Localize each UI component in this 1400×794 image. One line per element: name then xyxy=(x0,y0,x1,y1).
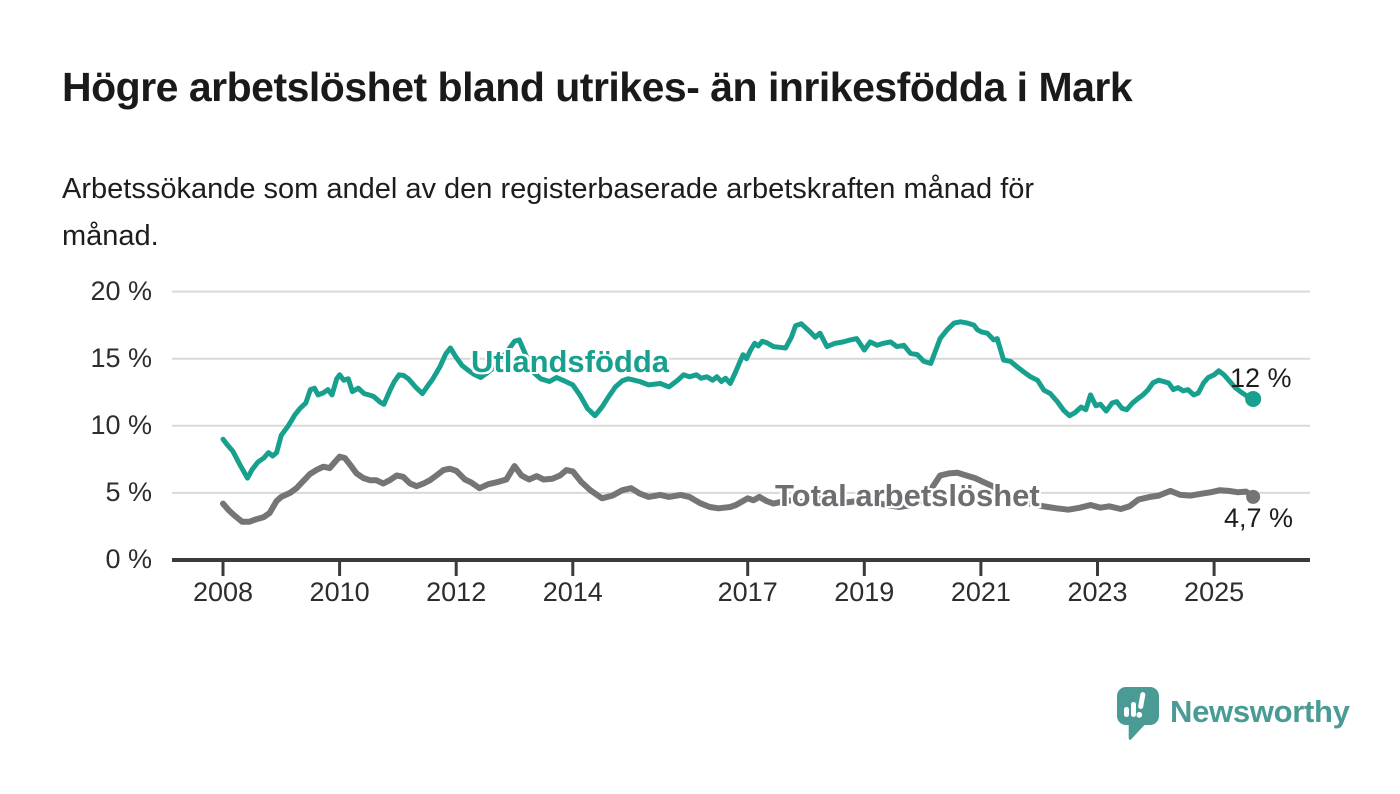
page-title: Högre arbetslöshet bland utrikes- än inr… xyxy=(62,64,1133,110)
x-tick-label-2019: 2019 xyxy=(834,577,895,607)
x-tick-label-2012: 2012 xyxy=(426,577,487,607)
series-end-dot-1 xyxy=(1246,489,1261,504)
page-subtitle-line-2: månad. xyxy=(62,220,159,252)
newsworthy-logo-icon xyxy=(1117,687,1159,740)
newsworthy-logo: Newsworthy xyxy=(1116,686,1350,742)
y-tick-label-15: 15 % xyxy=(90,342,152,373)
page-subtitle: Arbetssökande som andel av den registerb… xyxy=(62,166,1034,260)
end-value-label-utlandsfodda: 12 % xyxy=(1230,363,1292,393)
bar-chart-glyph xyxy=(1124,692,1146,718)
series-label-utlandsfodda: Utlandsfödda xyxy=(471,344,670,379)
series-end-dot-0 xyxy=(1245,390,1262,407)
y-tick-label-0: 0 % xyxy=(105,544,152,574)
exclamation-bar xyxy=(1138,692,1146,709)
series-line-1 xyxy=(220,453,1257,525)
x-tick-label-2021: 2021 xyxy=(950,577,1011,607)
x-tick-label-2008: 2008 xyxy=(192,577,254,607)
y-tick-label-5: 5 % xyxy=(105,476,152,507)
series-line-0 xyxy=(220,319,1256,481)
end-value-label-total: 4,7 % xyxy=(1224,503,1294,533)
x-tick-label-2014: 2014 xyxy=(542,577,603,607)
newsworthy-wordmark: Newsworthy xyxy=(1170,694,1350,729)
x-tick-label-2023: 2023 xyxy=(1067,577,1128,607)
x-tick-label-2025: 2025 xyxy=(1184,577,1245,607)
x-tick-label-2010: 2010 xyxy=(309,577,370,607)
series-label-total-arbetsloshet: Total arbetslöshet xyxy=(775,478,1040,513)
y-tick-label-20: 20 % xyxy=(90,275,152,306)
exclamation-dot xyxy=(1136,711,1143,718)
x-tick-label-2017: 2017 xyxy=(717,577,778,607)
page-subtitle-line-1: Arbetssökande som andel av den registerb… xyxy=(62,173,1035,205)
y-tick-label-10: 10 % xyxy=(90,409,152,440)
